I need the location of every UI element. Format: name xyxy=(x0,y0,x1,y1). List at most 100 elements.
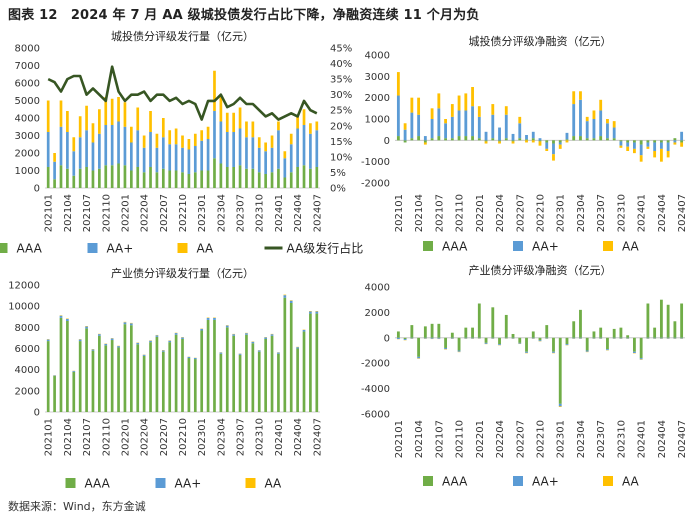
x-tick-label: 202101 xyxy=(394,194,405,232)
legend-swatch xyxy=(87,243,98,253)
bar-segment-aa xyxy=(283,151,287,159)
bar-segment-aaa xyxy=(161,351,165,412)
bar-segment-aaa xyxy=(309,168,312,188)
bar-segment-aaa xyxy=(619,140,623,142)
bar-segment-aaa xyxy=(264,338,267,412)
bar-segment-aa xyxy=(666,151,670,158)
bar-segment-aaa xyxy=(245,334,248,412)
bar-segment-aa xyxy=(423,142,427,145)
y2-tick-label: 5% xyxy=(330,168,346,179)
x-tick-label: 202407 xyxy=(677,420,688,458)
bar-segment-aaa xyxy=(59,317,63,412)
bar-segment-aaplus xyxy=(309,311,312,314)
bar-segment-aaa xyxy=(142,355,146,412)
legend-swatch xyxy=(603,476,613,486)
x-tick-label: 202307 xyxy=(596,420,607,458)
legend-item: AA+ xyxy=(513,475,559,489)
bar-segment-aaa xyxy=(430,323,434,338)
bar-segment-aaplus xyxy=(477,116,481,139)
bar-segment-aa xyxy=(444,119,447,124)
bar-segment-aaplus xyxy=(417,356,421,359)
bar-segment-aa xyxy=(123,102,127,127)
bar-segment-aa xyxy=(155,133,159,148)
bar-segment-aa xyxy=(66,111,69,132)
bar-segment-aa xyxy=(283,294,287,296)
bar-segment-aaplus xyxy=(437,108,441,137)
bar-segment-aaa xyxy=(430,138,434,141)
bar-segment-aa xyxy=(270,135,274,148)
bar-segment-aaa xyxy=(457,136,461,141)
bar-segment-aaplus xyxy=(592,337,596,339)
bar-segment-aaa xyxy=(599,327,603,338)
legend-item: AA xyxy=(245,477,282,491)
bar-segment-aaplus xyxy=(599,337,603,339)
bar-segment-aaplus xyxy=(46,339,50,342)
bar-segment-aaa xyxy=(315,313,319,412)
bar-segment-aaa xyxy=(296,348,299,412)
bar-segment-aaplus xyxy=(110,338,114,341)
bar-segment-aaa xyxy=(491,307,495,338)
y-tick-label: 0 xyxy=(384,136,390,147)
bar-segment-aaplus xyxy=(238,128,242,166)
legend-item: AA+ xyxy=(155,477,201,491)
bar-segment-aaa xyxy=(232,335,236,412)
bar-segment-aaa xyxy=(680,140,684,143)
bar-segment-aaplus xyxy=(531,337,535,339)
x-tick-label: 202307 xyxy=(596,194,607,232)
bar-segment-aaplus xyxy=(283,158,287,178)
bar-segment-aaa xyxy=(174,170,178,188)
bar-segment-aaplus xyxy=(599,110,603,137)
bar-segment-aaa xyxy=(410,325,414,338)
legend-label: AA xyxy=(197,242,215,256)
bar-segment-aa xyxy=(572,91,576,105)
y2-tick-label: 10% xyxy=(330,152,352,163)
legend-item: AAA xyxy=(423,475,468,489)
bar-segment-aaa xyxy=(315,167,319,188)
bar-segment-aaa xyxy=(110,340,114,412)
bar-segment-aaplus xyxy=(666,337,670,339)
bar-segment-aaa xyxy=(302,165,306,188)
bar-segment-aa xyxy=(558,406,562,408)
bar-segment-aaa xyxy=(565,139,569,141)
bar-segment-aa xyxy=(193,133,197,146)
x-tick-label: 202304 xyxy=(576,420,587,458)
bar-segment-aaa xyxy=(518,138,522,141)
y2-tick-label: 30% xyxy=(330,90,352,101)
bar-segment-aaa xyxy=(659,140,663,143)
bar-segment-aaa xyxy=(91,350,95,412)
bar-segment-aaplus xyxy=(545,337,549,339)
bar-segment-aaplus xyxy=(264,337,267,339)
bar-segment-aa xyxy=(264,142,267,152)
bar-segment-aaplus xyxy=(666,142,670,151)
bar-segment-aaplus xyxy=(213,111,216,159)
legend-item: AA xyxy=(603,240,640,254)
bar-segment-aaa xyxy=(585,337,589,351)
bar-segment-aa xyxy=(142,135,146,148)
bar-segment-aaa xyxy=(639,337,643,359)
bar-segment-aaa xyxy=(396,136,400,141)
bar-segment-aa xyxy=(491,104,495,115)
bar-segment-aaa xyxy=(200,170,204,188)
bar-segment-aaa xyxy=(572,321,576,338)
bar-segment-aaa xyxy=(565,337,569,345)
bar-segment-aaa xyxy=(633,337,636,352)
x-tick-label: 202401 xyxy=(274,194,285,232)
bar-segment-aaplus xyxy=(46,132,50,167)
bar-segment-aaa xyxy=(410,138,414,141)
bar-segment-aaa xyxy=(653,140,657,143)
x-tick-label: 202104 xyxy=(63,418,74,456)
bar-segment-aaplus xyxy=(257,350,261,352)
bar-segment-aaplus xyxy=(450,337,454,339)
y-tick-label: 12000 xyxy=(8,281,40,292)
bar-segment-aaa xyxy=(289,302,293,412)
bar-segment-aa xyxy=(646,146,650,149)
x-tick-label: 202307 xyxy=(236,418,247,456)
chart-title: 产业债分评级净融资（亿元） xyxy=(469,263,612,277)
x-tick-label: 202201 xyxy=(120,194,131,232)
y-tick-label: 7000 xyxy=(15,61,40,72)
bar-segment-aaa xyxy=(46,341,50,412)
bar-segment-aaa xyxy=(511,333,515,338)
bar-segment-aa xyxy=(518,116,522,124)
bar-segment-aaa xyxy=(277,353,280,412)
bar-segment-aa xyxy=(403,123,407,130)
